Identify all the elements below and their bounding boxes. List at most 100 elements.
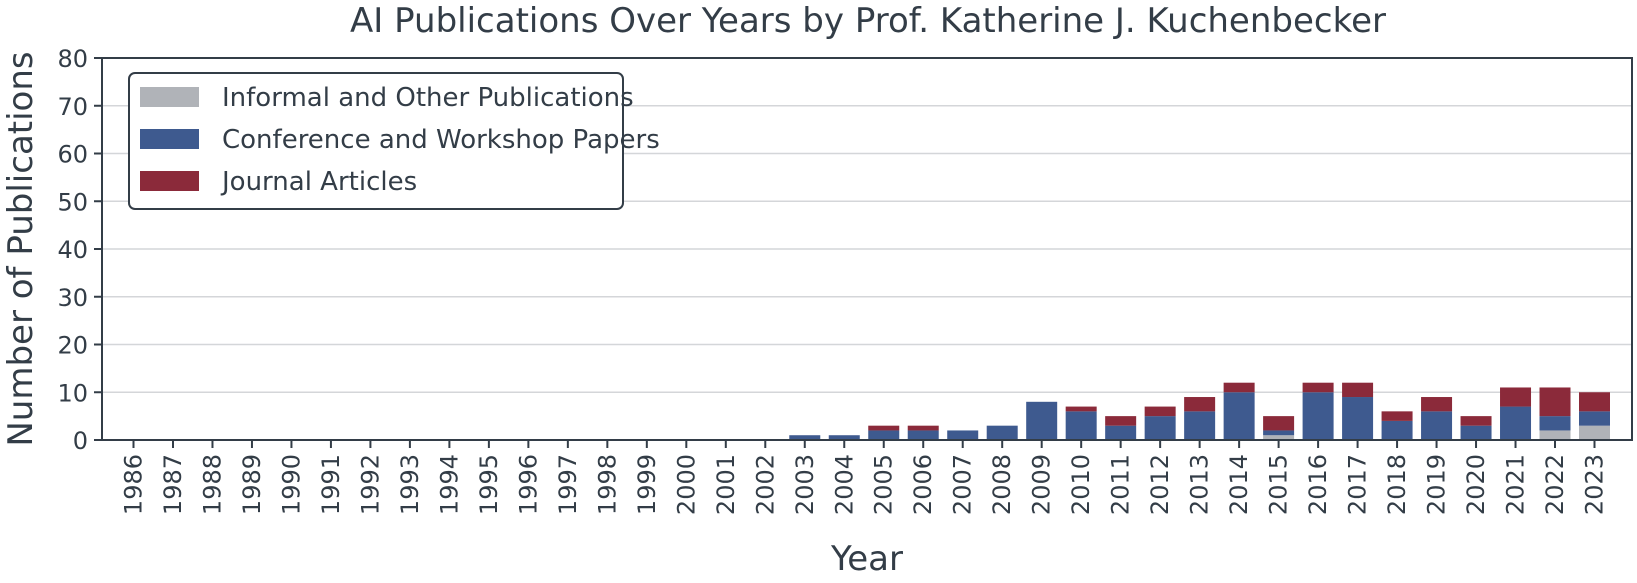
x-tick-label-2011: 2011 bbox=[1107, 454, 1135, 515]
x-tick-label-2019: 2019 bbox=[1423, 454, 1451, 515]
y-tick-label-50: 50 bbox=[57, 188, 88, 216]
x-tick-label-1998: 1998 bbox=[593, 454, 621, 515]
y-tick-label-30: 30 bbox=[57, 284, 88, 312]
bar-2019-series-1 bbox=[1421, 411, 1453, 440]
bar-2019-series-2 bbox=[1421, 397, 1453, 412]
y-tick-label-10: 10 bbox=[57, 379, 88, 407]
x-tick-label-2010: 2010 bbox=[1067, 454, 1095, 515]
x-tick-label-1990: 1990 bbox=[277, 454, 305, 515]
bar-2012-series-2 bbox=[1144, 406, 1176, 417]
chart-title: AI Publications Over Years by Prof. Kath… bbox=[350, 1, 1386, 41]
bar-2004-series-1 bbox=[828, 435, 860, 440]
y-tick-label-60: 60 bbox=[57, 141, 88, 169]
bar-2016-series-1 bbox=[1302, 392, 1334, 440]
legend-label-1: Conference and Workshop Papers bbox=[222, 125, 660, 155]
y-axis: 0 10 20 30 40 50 60 70 80 bbox=[57, 45, 102, 455]
x-tick-label-1991: 1991 bbox=[317, 454, 345, 515]
bar-2006-series-2 bbox=[907, 425, 939, 431]
bar-2014-series-1 bbox=[1223, 392, 1255, 440]
bar-2014-series-2 bbox=[1223, 382, 1255, 393]
x-tick-label-2003: 2003 bbox=[791, 454, 819, 515]
x-tick-label-1997: 1997 bbox=[554, 454, 582, 515]
y-tick-label-40: 40 bbox=[57, 236, 88, 264]
x-tick-label-2022: 2022 bbox=[1541, 454, 1569, 515]
bar-2023-series-2 bbox=[1579, 392, 1610, 412]
x-tick-label-2018: 2018 bbox=[1383, 454, 1411, 515]
bar-2021-series-1 bbox=[1500, 406, 1532, 440]
y-tick-label-80: 80 bbox=[57, 45, 88, 73]
x-tick-label-2000: 2000 bbox=[672, 454, 700, 515]
bar-2013-series-2 bbox=[1184, 397, 1216, 412]
x-tick-label-1995: 1995 bbox=[475, 454, 503, 515]
bar-2022-series-0 bbox=[1539, 430, 1571, 440]
x-tick-label-1996: 1996 bbox=[514, 454, 542, 515]
bar-2007-series-1 bbox=[947, 430, 979, 440]
x-tick-label-2012: 2012 bbox=[1146, 454, 1174, 515]
x-tick-label-2005: 2005 bbox=[870, 454, 898, 515]
bar-2011-series-1 bbox=[1105, 425, 1137, 440]
y-tick-label-0: 0 bbox=[73, 427, 88, 455]
bar-2012-series-1 bbox=[1144, 416, 1176, 440]
x-tick-label-2023: 2023 bbox=[1581, 454, 1609, 515]
x-tick-label-2007: 2007 bbox=[949, 454, 977, 515]
x-tick-label-2020: 2020 bbox=[1462, 454, 1490, 515]
x-axis: 1986 1987 1988 1989 1990 1991 1992 1993 1994 1995… bbox=[120, 440, 1609, 515]
x-tick-label-1988: 1988 bbox=[198, 454, 226, 515]
bar-2003-series-1 bbox=[789, 435, 821, 440]
bar-2022-series-2 bbox=[1539, 387, 1571, 417]
x-tick-label-1987: 1987 bbox=[159, 454, 187, 515]
y-tick-label-20: 20 bbox=[57, 332, 88, 360]
x-tick-label-2004: 2004 bbox=[830, 454, 858, 515]
x-tick-label-2002: 2002 bbox=[751, 454, 779, 515]
x-tick-label-2013: 2013 bbox=[1186, 454, 1214, 515]
bar-2020-series-2 bbox=[1460, 416, 1492, 426]
bar-2017-series-1 bbox=[1342, 397, 1374, 440]
bar-2017-series-2 bbox=[1342, 382, 1374, 398]
bar-2023-series-1 bbox=[1579, 411, 1610, 426]
x-tick-label-1989: 1989 bbox=[238, 454, 266, 515]
x-tick-label-2006: 2006 bbox=[909, 454, 937, 515]
legend-label-2: Journal Articles bbox=[220, 167, 417, 197]
x-tick-label-1986: 1986 bbox=[120, 454, 148, 515]
x-axis-label: Year bbox=[830, 539, 903, 579]
legend-box bbox=[128, 72, 624, 210]
bar-2015-series-0 bbox=[1263, 435, 1295, 440]
x-tick-label-2016: 2016 bbox=[1304, 454, 1332, 515]
bar-2018-series-2 bbox=[1381, 411, 1413, 421]
bar-2008-series-1 bbox=[986, 425, 1018, 440]
x-tick-label-1993: 1993 bbox=[396, 454, 424, 515]
bar-2013-series-1 bbox=[1184, 411, 1216, 440]
y-tick-label-70: 70 bbox=[57, 93, 88, 121]
bar-2005-series-2 bbox=[868, 425, 900, 431]
bar-2010-series-2 bbox=[1065, 406, 1097, 412]
legend: Informal and Other Publications Conferenc… bbox=[128, 72, 660, 210]
bar-2010-series-1 bbox=[1065, 411, 1097, 440]
bar-2009-series-1 bbox=[1026, 401, 1058, 440]
bar-2005-series-1 bbox=[868, 430, 900, 440]
bar-2018-series-1 bbox=[1381, 420, 1413, 440]
bar-2022-series-1 bbox=[1539, 416, 1571, 431]
y-axis-label: Number of Publications bbox=[1, 51, 41, 446]
x-tick-label-2021: 2021 bbox=[1502, 454, 1530, 515]
legend-swatch-1 bbox=[140, 129, 199, 149]
x-tick-label-2015: 2015 bbox=[1265, 454, 1293, 515]
bar-2011-series-2 bbox=[1105, 416, 1137, 426]
x-tick-label-1994: 1994 bbox=[435, 454, 463, 515]
x-tick-label-2017: 2017 bbox=[1344, 454, 1372, 515]
bar-2015-series-1 bbox=[1263, 430, 1295, 436]
x-tick-label-2001: 2001 bbox=[712, 454, 740, 515]
bar-2015-series-2 bbox=[1263, 416, 1295, 431]
bar-2016-series-2 bbox=[1302, 382, 1334, 393]
bar-2023-series-0 bbox=[1579, 425, 1610, 440]
bar-2006-series-1 bbox=[907, 430, 939, 440]
bars bbox=[789, 382, 1610, 440]
legend-label-0: Informal and Other Publications bbox=[222, 83, 634, 113]
x-tick-label-1992: 1992 bbox=[356, 454, 384, 515]
x-tick-label-2009: 2009 bbox=[1028, 454, 1056, 515]
x-tick-label-2014: 2014 bbox=[1225, 454, 1253, 515]
x-tick-label-2008: 2008 bbox=[988, 454, 1016, 515]
bar-2020-series-1 bbox=[1460, 425, 1492, 440]
bar-2021-series-2 bbox=[1500, 387, 1532, 407]
legend-swatch-2 bbox=[140, 171, 199, 191]
